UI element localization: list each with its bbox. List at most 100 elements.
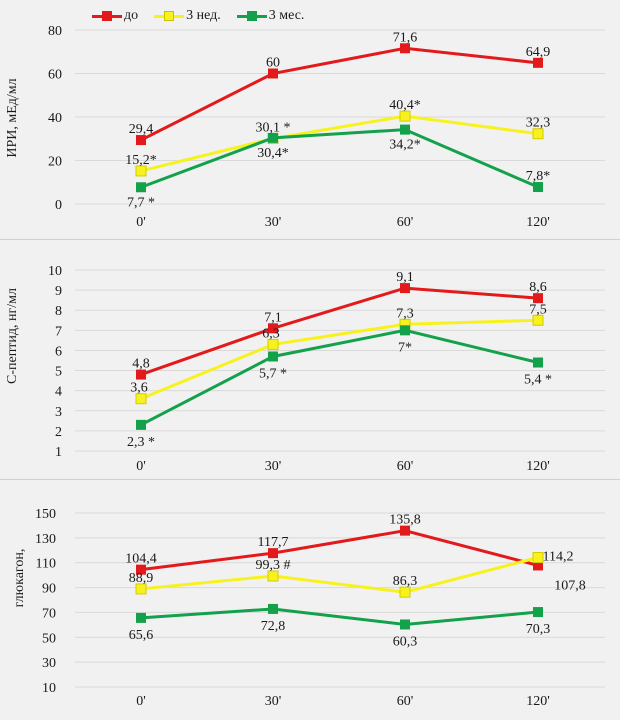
data-point-marker bbox=[400, 283, 410, 294]
data-point-marker bbox=[399, 586, 411, 598]
legend-label: 3 нед. bbox=[186, 8, 221, 23]
data-point-marker bbox=[136, 135, 146, 146]
y-tick-label: 7 bbox=[55, 324, 62, 339]
data-label: 86,3 bbox=[393, 574, 418, 589]
data-label: 99,3 # bbox=[256, 558, 291, 573]
data-label: 114,2 bbox=[543, 549, 574, 564]
y-tick-label: 0 bbox=[55, 198, 62, 213]
series-line bbox=[140, 328, 539, 427]
y-tick-label: 60 bbox=[48, 68, 62, 83]
data-point-marker bbox=[533, 357, 543, 368]
y-tick-label: 50 bbox=[42, 631, 56, 646]
data-label: 64,9 bbox=[526, 45, 551, 60]
legend-item-3-ned: 3 нед. bbox=[154, 8, 221, 24]
data-point-marker bbox=[400, 43, 410, 54]
x-tick-label: 0' bbox=[136, 459, 146, 474]
x-tick-label: 120' bbox=[526, 694, 550, 709]
data-label: 7,5 bbox=[529, 302, 547, 317]
data-point-marker bbox=[268, 351, 278, 362]
series-line bbox=[140, 286, 539, 376]
data-label: 40,4* bbox=[389, 98, 421, 113]
data-label: 70,3 bbox=[526, 622, 551, 637]
chart-iri: 0 20 40 60 80 0' 30' 60' 120' 29,4 60 71,6 64,9 15,2*… bbox=[48, 24, 605, 230]
data-point-marker bbox=[400, 525, 410, 536]
data-point-marker bbox=[135, 583, 147, 595]
legend-swatch-red-icon bbox=[92, 10, 122, 22]
data-point-marker bbox=[136, 612, 146, 623]
data-point-marker bbox=[533, 57, 543, 68]
series-line bbox=[140, 128, 539, 189]
x-tick-label: 0' bbox=[136, 694, 146, 709]
chart-glucagon: 10 30 50 70 90 110 130 150 0' 30' 60' 120' 104,4 117,… bbox=[35, 507, 605, 709]
data-label: 107,8 bbox=[554, 578, 586, 593]
series-line bbox=[140, 114, 539, 173]
y-tick-label: 9 bbox=[55, 284, 62, 299]
data-point-marker bbox=[136, 369, 146, 380]
data-label: 72,8 bbox=[261, 619, 286, 634]
data-label: 4,8 bbox=[132, 357, 150, 372]
data-label: 88,9 bbox=[129, 571, 154, 586]
data-point-marker bbox=[135, 165, 147, 177]
data-point-marker bbox=[532, 128, 544, 140]
legend-swatch-yellow-icon bbox=[154, 10, 185, 22]
data-point-marker bbox=[400, 619, 410, 630]
data-point-marker bbox=[533, 293, 543, 304]
series-line bbox=[140, 607, 539, 626]
series-line bbox=[140, 318, 539, 401]
y-tick-label: 1 bbox=[55, 445, 62, 460]
legend-item-3-mes: 3 мес. bbox=[236, 8, 305, 24]
y-tick-label: 4 bbox=[55, 385, 62, 400]
y-tick-label: 30 bbox=[42, 656, 56, 671]
y-tick-label: 130 bbox=[35, 532, 56, 547]
data-point-marker bbox=[532, 551, 544, 563]
data-label: 60,3 bbox=[393, 634, 418, 649]
chart-panel-c-peptide: С-пептид, нг/мл 1 2 3 4 5 6 7 8 9 10 0' 30' 60' 120' 4… bbox=[0, 240, 620, 480]
x-tick-label: 30' bbox=[265, 459, 282, 474]
y-tick-label: 90 bbox=[42, 582, 56, 597]
data-label: 7,8* bbox=[526, 169, 551, 184]
legend: до 3 нед. 3 мес. bbox=[92, 8, 304, 24]
legend-label: 3 мес. bbox=[268, 8, 305, 23]
data-label: 9,1 bbox=[396, 270, 414, 285]
data-point-marker bbox=[136, 564, 146, 575]
x-tick-label: 120' bbox=[526, 459, 550, 474]
series-line bbox=[140, 46, 539, 142]
data-label: 29,4 bbox=[129, 122, 154, 137]
y-tick-label: 80 bbox=[48, 24, 62, 39]
data-label: 7* bbox=[398, 340, 412, 355]
data-point-marker bbox=[399, 110, 411, 122]
data-point-marker bbox=[267, 338, 279, 350]
data-label: 34,2* bbox=[389, 138, 421, 153]
data-point-marker bbox=[135, 393, 147, 405]
data-point-marker bbox=[268, 603, 278, 614]
data-point-marker bbox=[532, 314, 544, 326]
data-label: 7,1 bbox=[264, 310, 282, 325]
y-tick-label: 5 bbox=[55, 365, 62, 380]
chart-panel-iri: до 3 нед. 3 мес. ИРИ, мЕд/мл 0 20 40 60 80 0'… bbox=[0, 0, 620, 240]
y-tick-label: 8 bbox=[55, 304, 62, 319]
data-label: 7,3 bbox=[396, 306, 414, 321]
x-tick-label: 30' bbox=[265, 215, 282, 230]
y-tick-label: 2 bbox=[55, 425, 62, 440]
data-point-marker bbox=[136, 182, 146, 193]
chart-c-peptide: 1 2 3 4 5 6 7 8 9 10 0' 30' 60' 120' 4,8 7,1 9,1 8,6 3,6 6,… bbox=[48, 264, 605, 474]
y-tick-label: 40 bbox=[48, 111, 62, 126]
data-label: 7,7 * bbox=[127, 195, 155, 210]
x-tick-label: 0' bbox=[136, 215, 146, 230]
data-label: 2,3 * bbox=[127, 435, 155, 450]
data-label: 104,4 bbox=[125, 552, 157, 567]
data-point-marker bbox=[533, 182, 543, 193]
data-point-marker bbox=[533, 607, 543, 618]
data-point-marker bbox=[268, 323, 278, 334]
data-point-marker bbox=[136, 419, 146, 430]
y-tick-label: 150 bbox=[35, 507, 56, 522]
y-tick-label: 110 bbox=[36, 557, 56, 572]
data-label: 135,8 bbox=[389, 513, 421, 528]
data-label: 5,7 * bbox=[259, 366, 287, 381]
y-tick-label: 3 bbox=[55, 405, 62, 420]
data-label: 6,3 bbox=[262, 326, 280, 341]
data-label: 3,6 bbox=[130, 381, 148, 396]
y-tick-label: 6 bbox=[55, 344, 62, 359]
y-tick-label: 70 bbox=[42, 606, 56, 621]
x-tick-label: 60' bbox=[397, 694, 414, 709]
